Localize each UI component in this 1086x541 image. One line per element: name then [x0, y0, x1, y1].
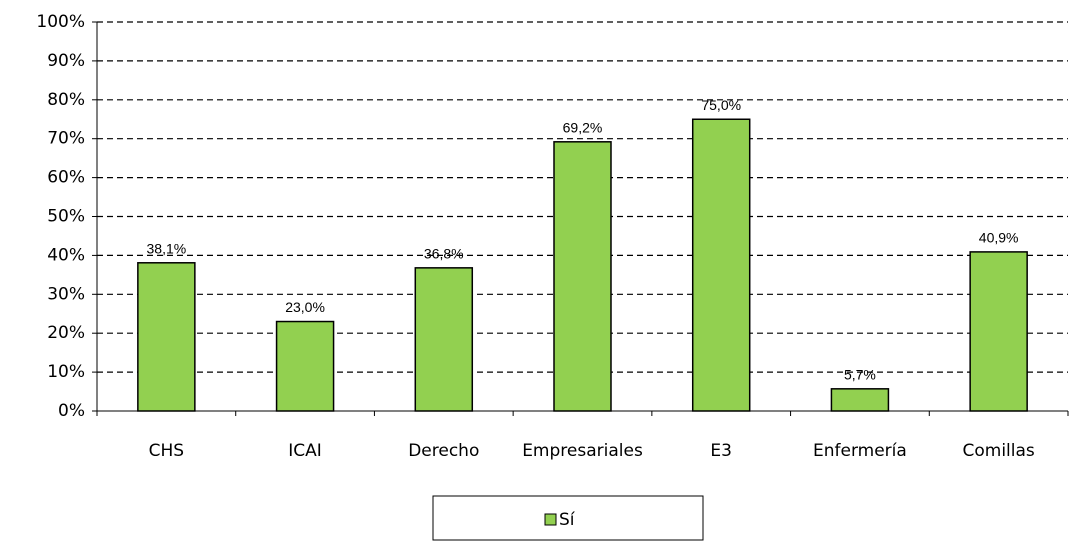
bar [830, 388, 890, 412]
data-label: 69,2% [563, 120, 603, 136]
bar [414, 267, 474, 412]
y-tick-label: 40% [47, 245, 85, 265]
y-tick-label: 10% [47, 362, 85, 382]
x-tick-label: ICAI [288, 441, 322, 461]
x-tick-label: Enfermería [813, 441, 907, 461]
data-label: 40,9% [979, 230, 1019, 246]
legend-swatch [544, 513, 557, 526]
y-tick-label: 30% [47, 284, 85, 304]
y-tick-label: 70% [47, 129, 85, 149]
data-label: 23,0% [285, 299, 325, 315]
y-tick-label: 0% [58, 401, 85, 421]
y-tick-label: 60% [47, 168, 85, 188]
legend-box [432, 495, 704, 541]
y-tick-label: 50% [47, 207, 85, 227]
x-tick-label: Empresariales [522, 441, 643, 461]
bar [691, 118, 751, 412]
data-label: 75,0% [701, 97, 741, 113]
x-tick-label: Comillas [963, 441, 1035, 461]
bar [553, 141, 612, 412]
x-tick-label: Derecho [408, 441, 479, 461]
y-tick-label: 20% [47, 323, 85, 343]
data-label: 38,1% [147, 240, 187, 256]
legend-label: Sí [559, 510, 576, 530]
bar [969, 251, 1028, 412]
bar [137, 262, 196, 412]
x-tick-label: CHS [149, 441, 184, 461]
x-tick-label: E3 [710, 441, 732, 461]
y-tick-label: 100% [36, 12, 85, 32]
y-tick-label: 90% [47, 51, 85, 71]
data-label: 36,8% [424, 246, 464, 262]
y-tick-label: 80% [47, 90, 85, 110]
bar [275, 320, 335, 412]
data-label: 5,7% [844, 367, 876, 383]
